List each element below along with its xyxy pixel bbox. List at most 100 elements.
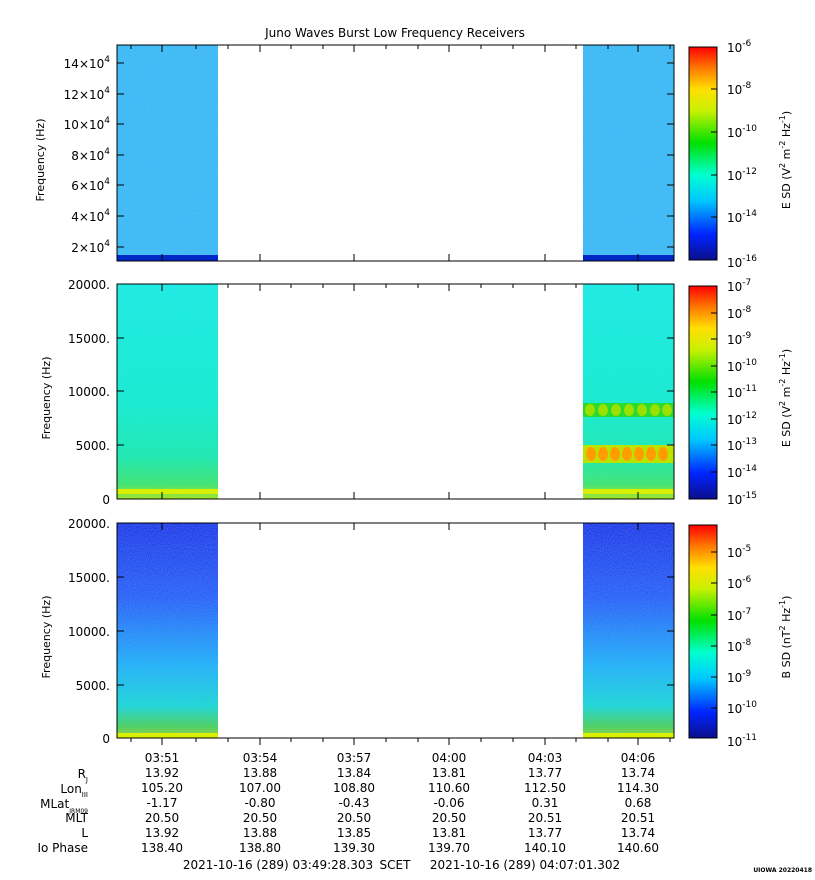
panel-middle-data-block-2: [583, 284, 674, 499]
colorbar-top-tick: 10-14: [727, 209, 757, 225]
panel-top-ytick: 4×104: [71, 208, 110, 224]
x-tick-label: 03:57: [337, 751, 372, 765]
panel-bottom-data-block-1: [117, 523, 218, 738]
eph-value: 138.40: [141, 841, 183, 855]
colorbar-top-tick: 10-10: [727, 124, 757, 140]
panel-middle-colorbar: 10-7 10-8 10-9 10-10 10-11 10-12 10-13 1…: [688, 278, 793, 507]
eph-value: 108.80: [333, 781, 375, 795]
colorbar-bottom-tick: 10-7: [727, 607, 751, 623]
panel-bottom-data-block-2: [583, 523, 674, 738]
panel-bottom: 20000. 15000. 10000. 5000. 0 Frequency (…: [40, 517, 675, 746]
footer-scet: SCET: [380, 858, 412, 872]
eph-value: 13.77: [528, 826, 562, 840]
colorbar-middle-tick: 10-9: [727, 331, 752, 347]
x-tick-labels: 03:51 03:54 03:57 04:00 04:03 04:06: [145, 751, 656, 765]
eph-value: 110.60: [428, 781, 470, 795]
eph-value: -0.06: [433, 796, 464, 810]
eph-value: 13.81: [432, 826, 466, 840]
eph-value: 13.74: [621, 826, 655, 840]
colorbar-bottom-tick: 10-9: [727, 669, 752, 685]
panel-middle-data-block-1: [117, 284, 218, 499]
panel-middle-ylabel: Frequency (Hz): [40, 357, 53, 440]
eph-value: 112.50: [524, 781, 566, 795]
x-tick-label: 04:06: [621, 751, 656, 765]
eph-value: 0.31: [532, 796, 559, 810]
colorbar-top-tick: 10-8: [727, 81, 752, 97]
x-tick-label: 04:00: [432, 751, 467, 765]
eph-value: 20.50: [243, 811, 277, 825]
eph-value: 20.50: [337, 811, 371, 825]
panel-top-ytick: 2×104: [71, 239, 110, 255]
eph-value: 13.85: [337, 826, 371, 840]
ephemeris-label-mlt: MLT: [65, 811, 88, 825]
chart-title: Juno Waves Burst Low Frequency Receivers: [264, 26, 525, 40]
panel-top-ylabel: Frequency (Hz): [34, 119, 47, 202]
colorbar-top-tick: 10-16: [727, 254, 757, 270]
eph-value: 20.50: [432, 811, 466, 825]
panel-top-ytick: 12×104: [64, 86, 111, 102]
eph-value: 13.92: [145, 766, 179, 780]
eph-value: 13.92: [145, 826, 179, 840]
colorbar-bottom-tick: 10-10: [727, 700, 757, 716]
eph-value: 13.81: [432, 766, 466, 780]
colorbar-middle-label: E SD (V2 m-2 Hz-1): [778, 349, 793, 447]
x-tick-label: 03:54: [243, 751, 278, 765]
panel-top-ytick: 10×104: [64, 116, 111, 132]
colorbar-middle-tick: 10-13: [727, 437, 757, 453]
colorbar-bottom-tick: 10-6: [727, 575, 752, 591]
eph-value: 0.68: [625, 796, 652, 810]
panel-bottom-ytick: 0: [102, 732, 110, 746]
panel-middle-ytick: 0: [102, 493, 110, 507]
credit-stamp: UIOWA 20220418: [753, 867, 812, 874]
eph-value: 13.74: [621, 766, 655, 780]
eph-value: 105.20: [141, 781, 183, 795]
colorbar-bottom-tick: 10-11: [727, 733, 757, 749]
colorbar-top-tick: 10-12: [727, 167, 757, 183]
colorbar-middle-tick: 10-12: [727, 411, 757, 427]
eph-value: -1.17: [146, 796, 177, 810]
panel-middle: 20000. 15000. 10000. 5000. 0 Frequency (…: [40, 278, 675, 507]
x-tick-label: 04:03: [528, 751, 563, 765]
colorbar-bottom-label: B SD (nT2 Hz-1): [778, 596, 793, 679]
eph-value: -0.43: [338, 796, 369, 810]
eph-value: 13.77: [528, 766, 562, 780]
colorbar-middle-tick: 10-10: [727, 358, 757, 374]
colorbar-bottom-tick: 10-8: [727, 638, 752, 654]
ephemeris-label-rj: RJ: [78, 767, 88, 784]
eph-value: -0.80: [244, 796, 275, 810]
ephemeris-row-labels: RJ LonIII MLatJRM09 MLT L Io Phase: [37, 767, 88, 855]
panel-middle-ytick: 20000.: [68, 278, 110, 292]
panel-top-ytick: 8×104: [71, 147, 110, 163]
panel-bottom-ylabel: Frequency (Hz): [40, 596, 53, 679]
panel-top-ticks: [117, 45, 674, 261]
colorbar-middle-tick: 10-8: [727, 305, 752, 321]
eph-value: 20.51: [528, 811, 562, 825]
panel-top: 2×104 4×104 6×104 8×104 10×104 12×104 14…: [34, 44, 675, 262]
panel-bottom-ytick: 15000.: [68, 571, 110, 585]
panel-top-colorbar: 10-6 10-8 10-10 10-12 10-14 10-16 E SD (…: [688, 39, 793, 270]
ephemeris-label-l: L: [81, 826, 88, 840]
panel-bottom-colorbar: 10-5 10-6 10-7 10-8 10-9 10-10 10-11 B S…: [688, 524, 793, 749]
panel-middle-ytick: 15000.: [68, 332, 110, 346]
ephemeris-values: 13.92 13.88 13.84 13.81 13.77 13.74 105.…: [141, 766, 659, 855]
eph-value: 138.80: [239, 841, 281, 855]
panel-bottom-ytick: 10000.: [68, 625, 110, 639]
eph-value: 140.10: [524, 841, 566, 855]
colorbar-top-tick: 10-6: [727, 39, 752, 55]
footer: 2021-10-16 (289) 03:49:28.303 SCET 2021-…: [183, 858, 620, 872]
panel-top-ytick: 14×104: [64, 55, 111, 71]
emission-band-4300hz: [583, 445, 674, 463]
emission-band-8200hz: [583, 403, 674, 417]
footer-start-time: 2021-10-16 (289) 03:49:28.303: [183, 858, 373, 872]
panel-middle-ytick: 10000.: [68, 385, 110, 399]
eph-value: 114.30: [617, 781, 659, 795]
colorbar-bottom-tick: 10-5: [727, 544, 751, 560]
colorbar-middle-tick: 10-14: [727, 464, 757, 480]
colorbar-middle-tick: 10-11: [727, 384, 757, 400]
colorbar-middle-tick: 10-7: [727, 278, 751, 294]
ephemeris-table: RJ LonIII MLatJRM09 MLT L Io Phase 13.92…: [37, 766, 659, 855]
eph-value: 13.88: [243, 766, 277, 780]
colorbar-middle-tick: 10-15: [727, 491, 757, 507]
ephemeris-label-io-phase: Io Phase: [37, 841, 88, 855]
